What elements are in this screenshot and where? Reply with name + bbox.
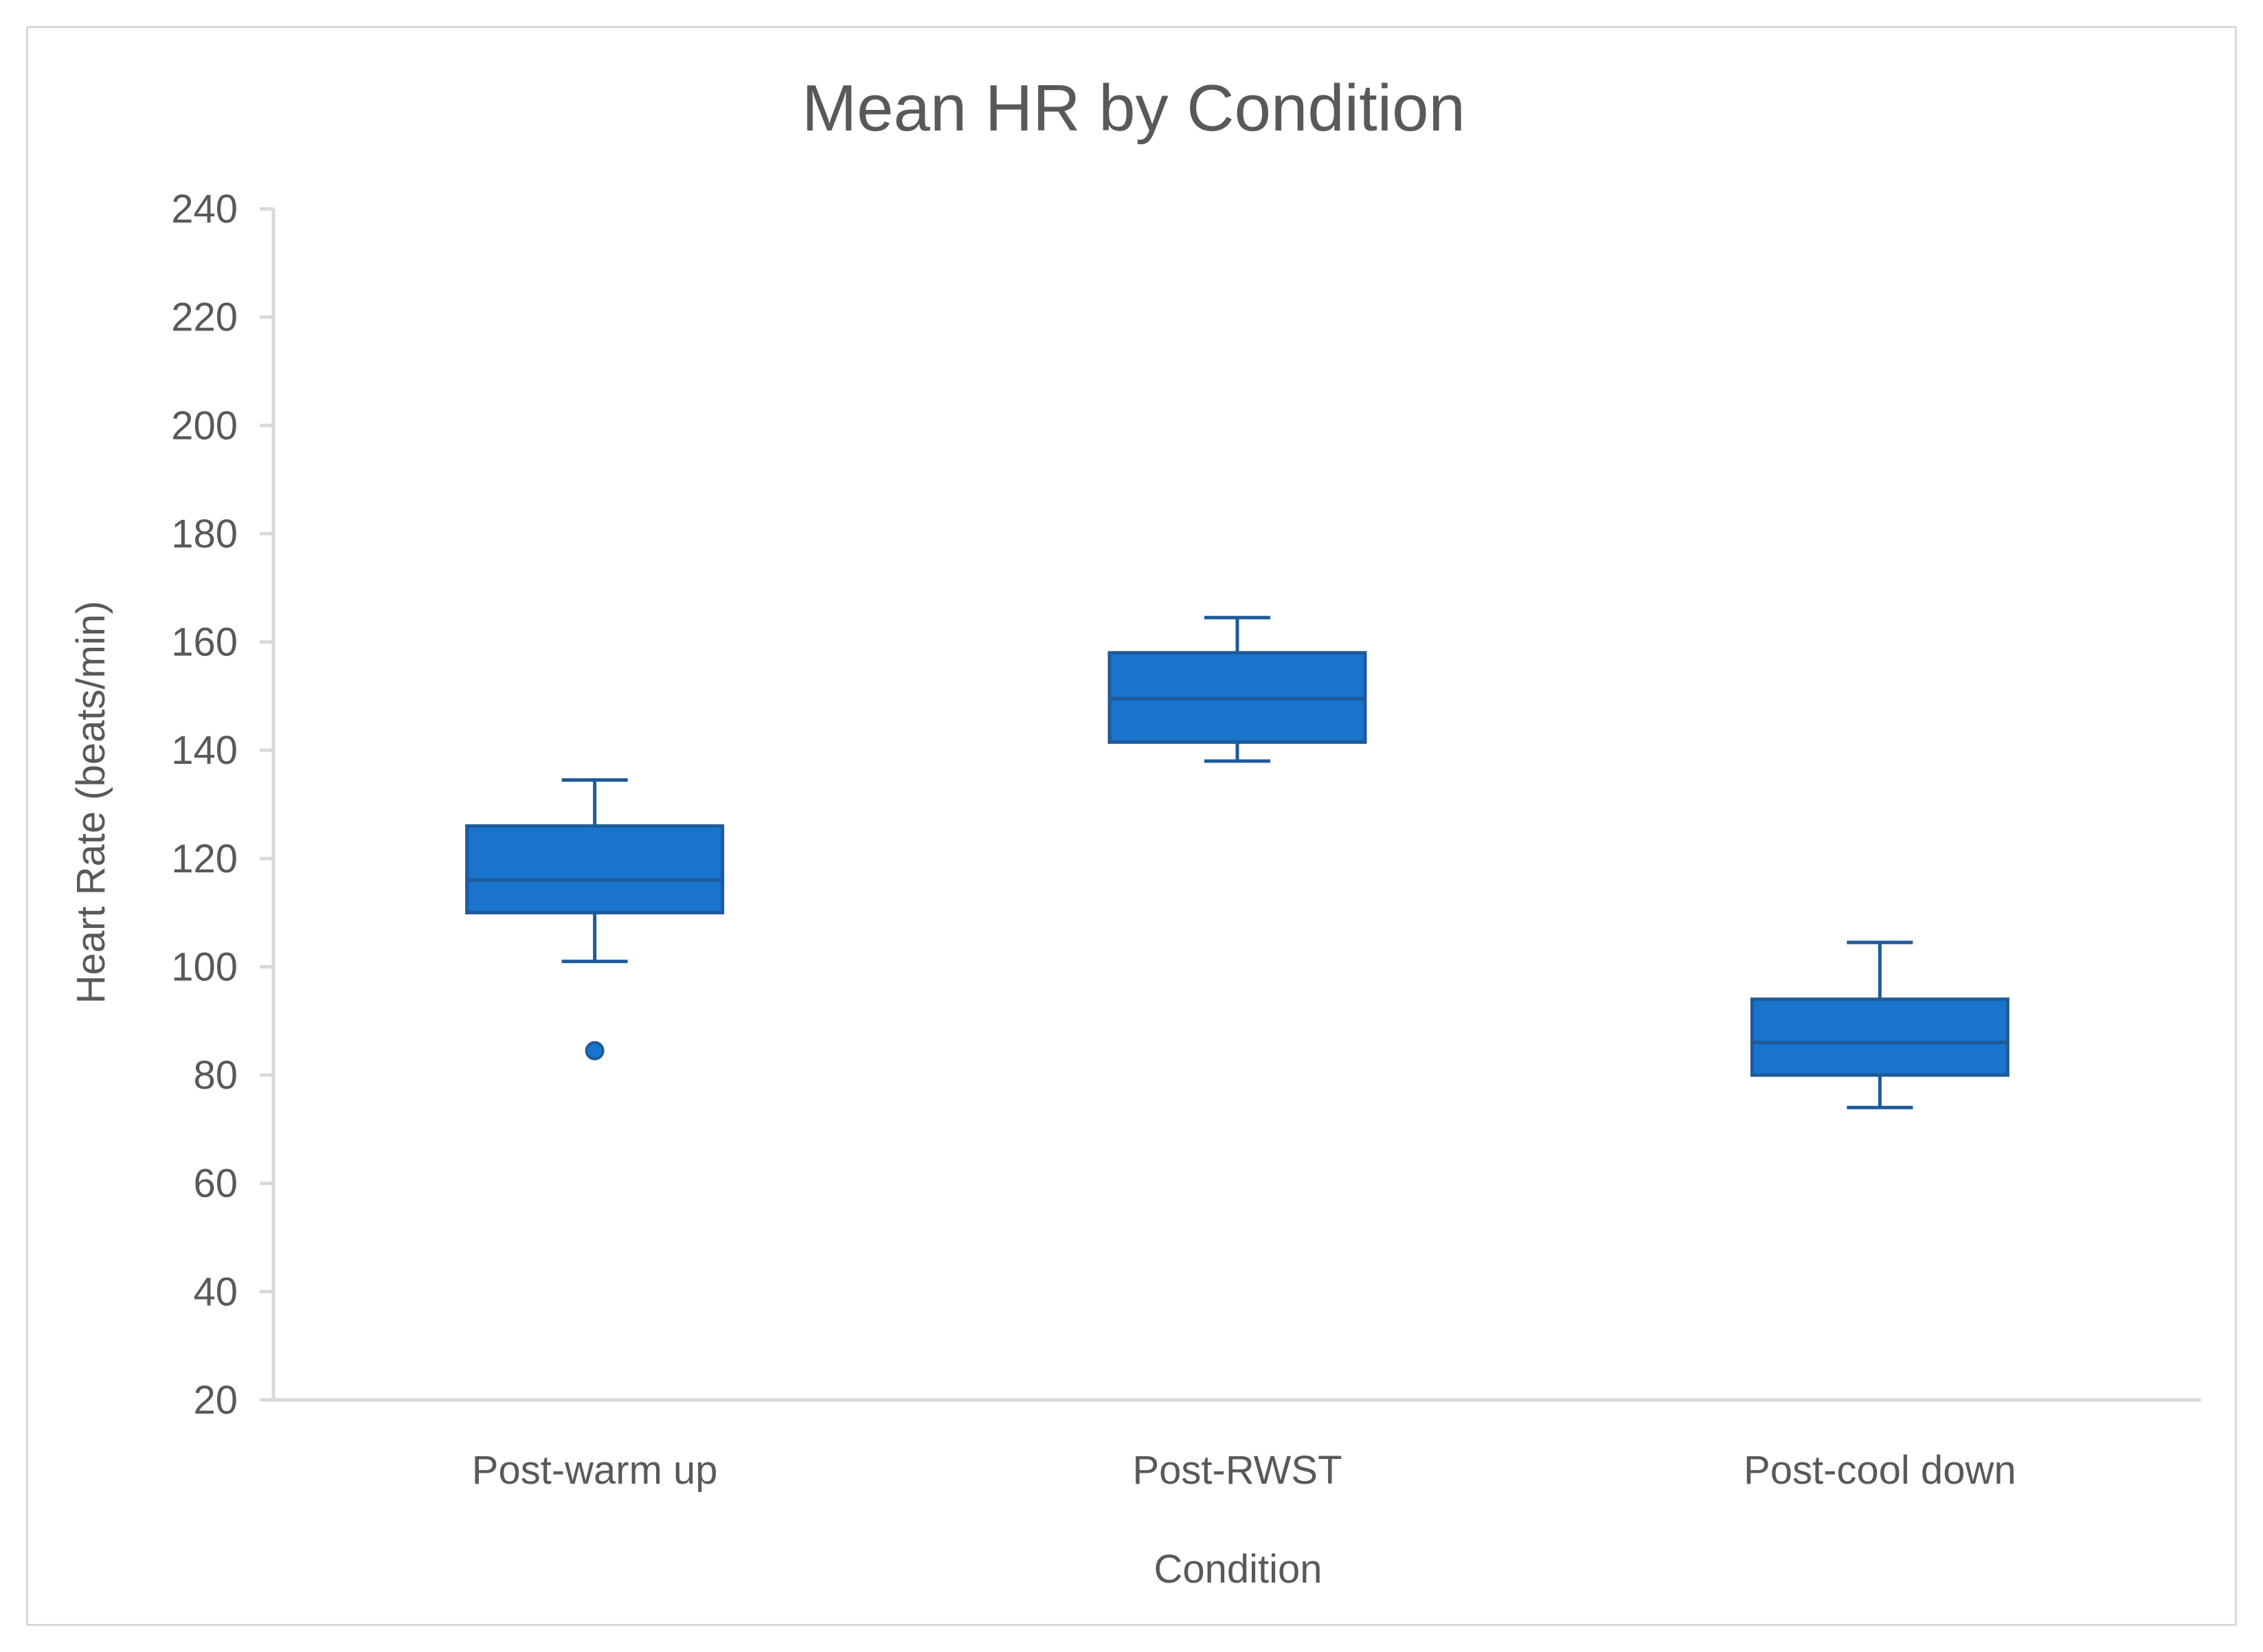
y-tick-label: 60 [193,1162,238,1206]
y-tick-label: 100 [171,944,238,989]
x-tick-label: Post-cool down [1744,1448,2016,1493]
y-tick-label: 240 [171,187,238,231]
y-tick-label: 120 [171,837,238,881]
y-tick-label: 160 [171,620,238,665]
box-1 [465,778,725,1061]
y-tick-label: 20 [193,1378,238,1423]
chart-frame [26,26,2237,1626]
y-tick-label: 40 [193,1269,238,1314]
iqr-box [1750,997,2009,1077]
x-tick-label: Post-warm up [472,1448,718,1493]
y-axis-label: Heart Rate (beats/min) [69,601,113,1004]
iqr-box [465,824,725,915]
y-axis: 20 40 60 80 100 120 140 160 180 200 220 240 [171,187,275,1423]
box-2 [1107,615,1367,763]
x-axis: Post-warm up Post-RWST Post-cool down [260,1398,2201,1493]
x-axis-label: Condition [1153,1547,1322,1592]
boxes [465,615,2009,1109]
y-tick-label: 80 [193,1053,238,1098]
y-tick-label: 140 [171,728,238,773]
y-tick-label: 200 [171,403,238,448]
y-tick-label: 180 [171,512,238,556]
box-3 [1750,940,2009,1109]
y-tick-label: 220 [171,295,238,340]
outlier-point [585,1041,605,1061]
chart-title: Mean HR by Condition [802,71,1465,145]
x-tick-label: Post-RWST [1132,1448,1342,1493]
